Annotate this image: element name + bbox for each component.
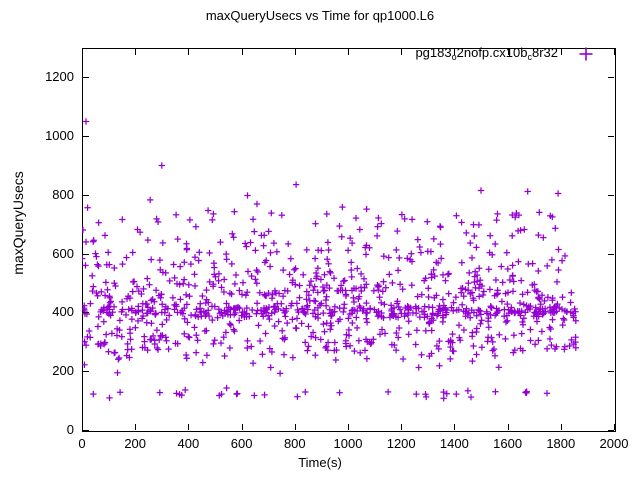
x-tick-label: 1200	[386, 436, 416, 451]
y-tick-mark	[83, 136, 89, 138]
x-tick-mark	[348, 424, 349, 430]
x-tick-mark	[188, 424, 190, 430]
x-tick-mark	[241, 424, 243, 430]
x-tick-mark	[614, 424, 615, 430]
legend-marker-plus-icon	[579, 47, 593, 61]
y-tick-mark	[83, 312, 89, 314]
x-tick-label: 400	[177, 436, 200, 451]
y-tick-mark	[608, 312, 614, 314]
x-tick-mark	[454, 49, 456, 55]
x-tick-label: 1000	[333, 436, 363, 451]
y-tick-mark	[83, 253, 89, 255]
x-tick-mark	[401, 49, 403, 55]
x-tick-mark	[82, 49, 83, 55]
x-axis-title: Time(s)	[298, 455, 342, 470]
x-tick-mark	[401, 424, 403, 430]
page-title: maxQueryUsecs vs Time for qp1000.L6	[205, 8, 435, 23]
x-tick-mark	[507, 49, 509, 55]
x-tick-mark	[135, 49, 137, 55]
x-tick-mark	[560, 424, 562, 430]
x-tick-label: 800	[283, 436, 306, 451]
y-tick-label: 200	[52, 363, 74, 379]
x-tick-mark	[348, 49, 349, 55]
y-tick-mark	[608, 194, 614, 196]
x-tick-label: 0	[78, 436, 86, 451]
x-tick-mark	[82, 424, 83, 430]
x-tick-label: 200	[124, 436, 147, 451]
x-tick-label: 1400	[439, 436, 469, 451]
x-tick-mark	[188, 49, 190, 55]
y-tick-label: 600	[52, 245, 74, 261]
x-tick-label: 1600	[493, 436, 523, 451]
legend-entry-label: pg183o2nofp.cx10bc8r32	[415, 45, 558, 62]
y-tick-mark	[83, 194, 89, 196]
x-tick-mark	[614, 49, 615, 55]
y-tick-label: 1000	[45, 128, 74, 144]
x-tick-label: 1800	[546, 436, 576, 451]
x-tick-mark	[241, 49, 243, 55]
legend: pg183o2nofp.cx10bc8r32	[360, 44, 610, 66]
y-tick-label: 400	[52, 304, 74, 320]
x-tick-mark	[294, 49, 296, 55]
x-tick-mark	[454, 424, 456, 430]
y-tick-label: 800	[52, 186, 74, 202]
y-tick-label: 1200	[45, 69, 74, 85]
x-tick-mark	[135, 424, 137, 430]
x-tick-mark	[294, 424, 296, 430]
y-tick-mark	[83, 77, 89, 79]
plot-area	[82, 48, 616, 432]
y-axis-title: maxQueryUsecs	[10, 171, 26, 275]
y-tick-label: 0	[66, 422, 74, 437]
x-tick-mark	[560, 49, 562, 55]
y-tick-mark	[608, 253, 614, 255]
y-tick-mark	[83, 371, 89, 373]
y-tick-mark	[608, 430, 614, 431]
x-tick-label: 2000	[599, 436, 629, 451]
y-tick-mark	[83, 430, 89, 431]
x-tick-mark	[507, 424, 509, 430]
y-tick-mark	[608, 77, 614, 79]
y-tick-mark	[608, 371, 614, 373]
x-tick-label: 600	[230, 436, 253, 451]
y-tick-mark	[608, 136, 614, 138]
